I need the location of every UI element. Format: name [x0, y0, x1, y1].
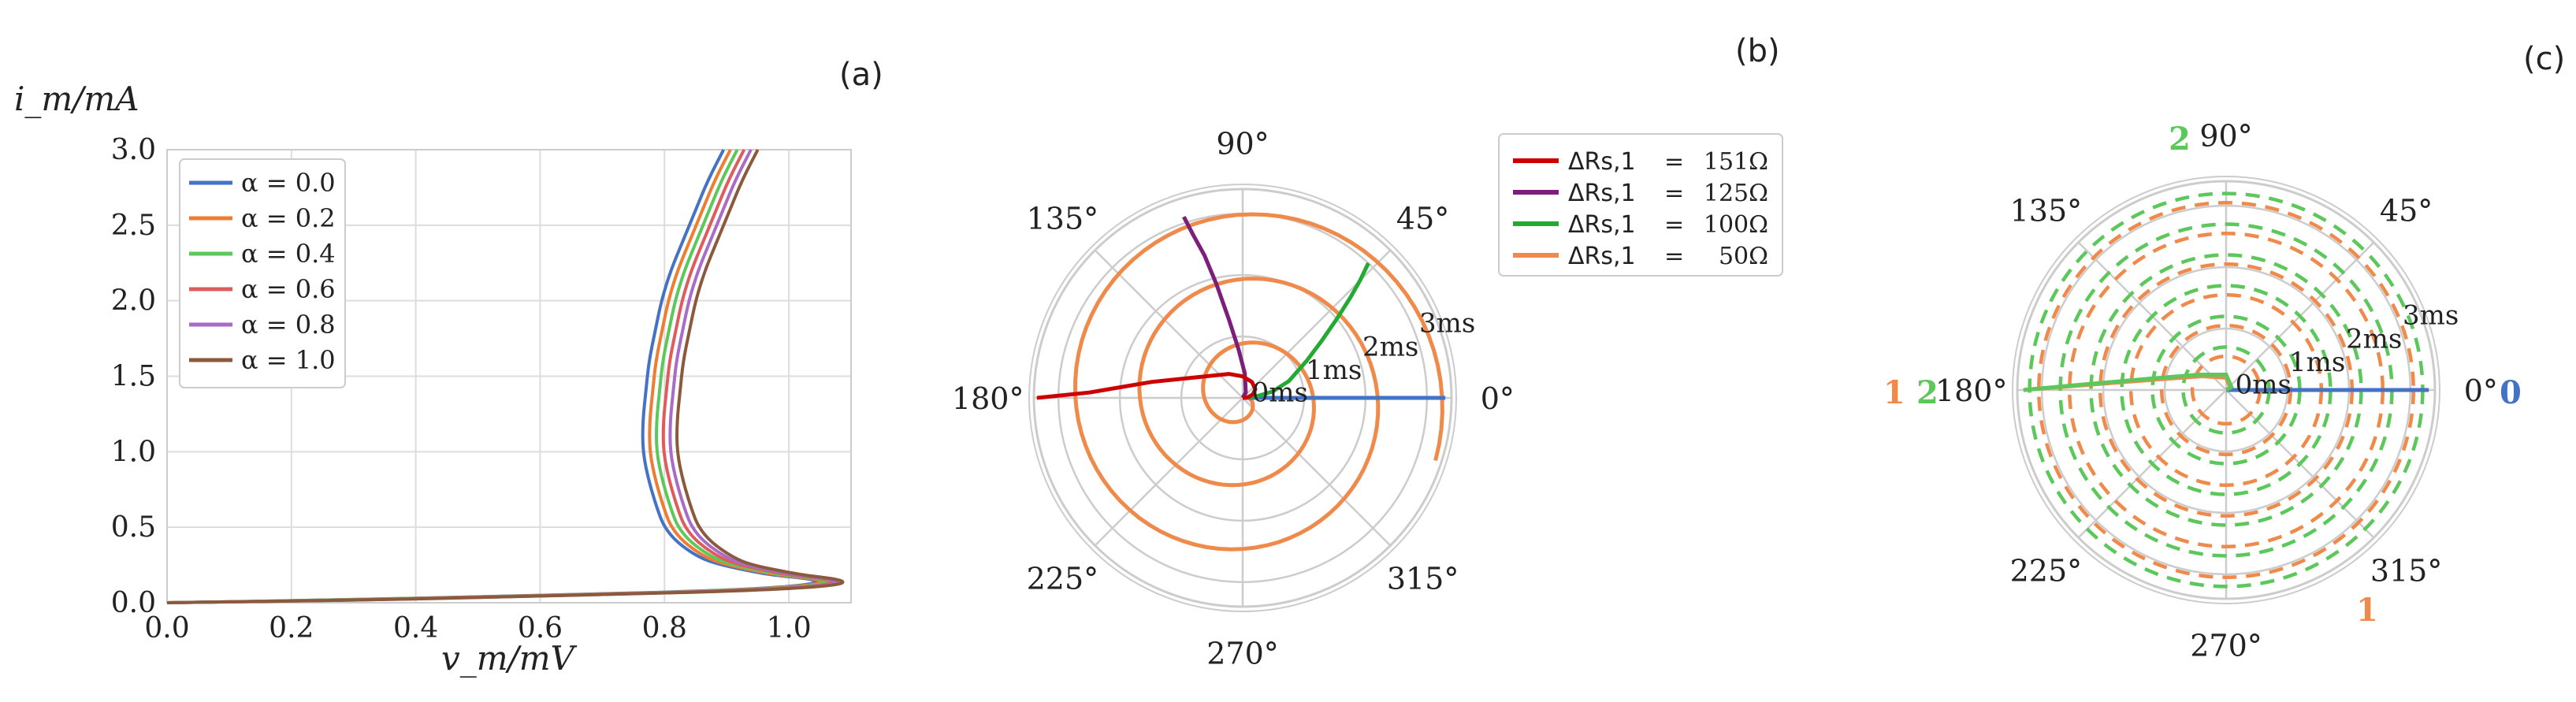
panel-c-annotation: 2 — [1916, 374, 1939, 411]
panel-a-x-tick-label: 1.0 — [766, 612, 811, 644]
polar-angle-label: 315° — [2370, 554, 2443, 589]
panel-b-series-line — [1242, 262, 1370, 400]
panel-a-y-tick-label: 2.5 — [111, 210, 156, 242]
panel-a-legend-label: α = 1.0 — [241, 345, 336, 375]
panel-b-series-line — [1073, 212, 1444, 552]
panel-a-legend-label: α = 0.4 — [241, 239, 336, 269]
panel-a-y-tick-label: 2.0 — [111, 285, 156, 318]
panel-b-label: (b) — [1735, 33, 1780, 69]
panel-a-x-tick-label: 0.8 — [642, 612, 687, 644]
panel-a-y-axis-label: i_m/mA — [14, 80, 139, 118]
panel-c-series — [2023, 191, 2429, 589]
panel-c-angle-labels: 0° 45° 90° 135° 180° 225° 270° 315° — [1935, 119, 2498, 663]
panel-a-legend-label: α = 0.0 — [241, 168, 336, 198]
polar-angle-label: 180° — [1935, 373, 2008, 408]
panel-b: 0° 45° 90° 135° 180° 225° 270° 315° 0ms1ms2ms3m… — [952, 33, 1783, 671]
polar-spoke — [1242, 397, 1392, 547]
panel-a: 0.0 0.2 0.4 0.6 0.8 1.0 0.0 0.5 1.0 1.5 2.0 2.5 3.0… — [14, 57, 883, 678]
panel-b-angle-labels: 0° 45° 90° 135° 180° 225° 270° 315° — [952, 127, 1515, 671]
panel-c-series-line — [2023, 373, 2234, 392]
panel-a-x-ticks: 0.0 0.2 0.4 0.6 0.8 1.0 — [144, 612, 811, 644]
polar-angle-label: 315° — [1387, 562, 1459, 596]
panel-b-legend-value: 50Ω — [1719, 243, 1768, 270]
polar-angle-label: 45° — [1396, 201, 1449, 236]
polar-angle-label: 135° — [1027, 201, 1099, 236]
polar-radial-label: 0ms — [2236, 370, 2292, 401]
polar-radial-label: 2ms — [1362, 331, 1418, 362]
panel-b-legend-label: ΔRs,1 — [1568, 243, 1636, 270]
panel-a-legend-label: α = 0.2 — [241, 203, 336, 233]
panel-b-legend-eq: = — [1664, 148, 1684, 176]
polar-angle-label: 225° — [2010, 554, 2083, 589]
polar-spoke — [1094, 397, 1243, 547]
panel-a-x-axis-label: v_m/mV — [441, 639, 578, 678]
panel-b-legend: ΔRs,1 = 151Ω ΔRs,1 = 125Ω ΔRs,1 = 100Ω ΔRs,1 = 50Ω — [1498, 133, 1783, 277]
panel-b-legend-value: 100Ω — [1704, 211, 1768, 239]
panel-b-series — [1036, 212, 1446, 552]
panel-c-annotations: 21 2 01 — [1883, 121, 2522, 629]
polar-radial-label: 2ms — [2346, 323, 2402, 355]
polar-angle-label: 180° — [952, 381, 1024, 416]
polar-radial-label: 0ms — [1252, 377, 1308, 409]
polar-angle-label: 45° — [2380, 193, 2433, 228]
panel-b-legend-value: 151Ω — [1704, 148, 1768, 176]
panel-a-legend-label: α = 0.8 — [241, 310, 336, 340]
polar-angle-label: 225° — [1027, 562, 1099, 596]
polar-radial-label: 1ms — [2289, 347, 2345, 378]
panel-a-series — [166, 149, 845, 604]
polar-angle-label: 90° — [1216, 127, 1269, 162]
panel-a-x-tick-label: 0.0 — [144, 612, 189, 644]
panel-a-y-tick-label: 3.0 — [111, 134, 156, 166]
polar-angle-label: 270° — [1206, 636, 1279, 670]
panel-b-legend-label: ΔRs,1 — [1568, 148, 1636, 176]
polar-angle-label: 270° — [2190, 628, 2262, 663]
panel-b-legend-eq: = — [1664, 243, 1684, 270]
polar-radial-label: 3ms — [1419, 308, 1475, 340]
polar-radial-label: 3ms — [2403, 300, 2459, 332]
panel-c-label: (c) — [2523, 41, 2565, 77]
panel-a-y-tick-label: 0.0 — [111, 587, 156, 619]
polar-spoke — [1242, 249, 1392, 399]
panel-a-label: (a) — [839, 57, 883, 93]
panel-a-x-tick-label: 0.4 — [393, 612, 438, 644]
panel-a-y-tick-label: 1.0 — [111, 436, 156, 468]
polar-outer-ring — [1028, 184, 1457, 612]
panel-b-series-line — [1182, 216, 1248, 399]
polar-angle-label: 0° — [2464, 373, 2498, 408]
panel-a-legend-label: α = 0.6 — [241, 274, 336, 304]
polar-angle-label: 0° — [1481, 381, 1515, 416]
panel-b-legend-label: ΔRs,1 — [1568, 180, 1636, 207]
polar-outer-ring — [2012, 176, 2440, 604]
panel-a-y-ticks: 0.0 0.5 1.0 1.5 2.0 2.5 3.0 — [111, 134, 156, 619]
panel-a-legend: α = 0.0 α = 0.2 α = 0.4 α = 0.6 α = 0.8 α = 1… — [179, 158, 346, 388]
polar-angle-label: 135° — [2010, 193, 2083, 228]
panel-c-annotation: 0 — [2500, 374, 2522, 411]
polar-angle-label: 90° — [2199, 119, 2252, 154]
panel-c: 0° 45° 90° 135° 180° 225° 270° 315° 0ms1ms2ms3m… — [1883, 41, 2565, 663]
panel-a-series-line — [166, 149, 845, 604]
polar-radial-label: 1ms — [1306, 355, 1362, 386]
panel-b-legend-label: ΔRs,1 — [1568, 211, 1636, 239]
panel-a-frame — [166, 149, 852, 604]
panel-c-annotation: 1 — [2356, 592, 2378, 629]
panel-a-x-tick-label: 0.6 — [518, 612, 563, 644]
panel-b-legend-value: 125Ω — [1704, 180, 1768, 207]
panel-c-annotation: 1 — [1883, 374, 1905, 411]
panel-a-y-tick-label: 1.5 — [111, 361, 156, 393]
panel-a-x-tick-label: 0.2 — [269, 612, 314, 644]
panel-b-legend-eq: = — [1664, 180, 1684, 207]
panel-b-legend-eq: = — [1664, 211, 1684, 239]
panel-b-series-line — [1036, 372, 1258, 400]
panel-c-annotation: 2 — [2169, 121, 2191, 158]
panel-a-y-tick-label: 0.5 — [111, 511, 156, 544]
